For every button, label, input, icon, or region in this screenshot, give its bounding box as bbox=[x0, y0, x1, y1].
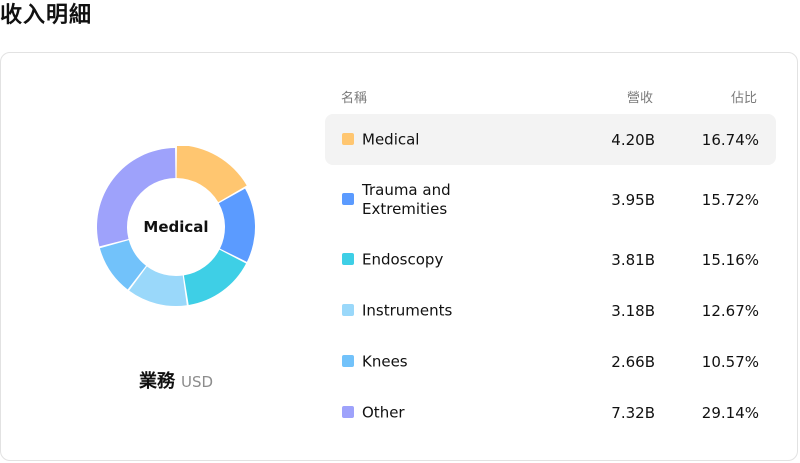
row-share: 10.57% bbox=[701, 352, 759, 371]
row-name: Endoscopy bbox=[362, 250, 444, 268]
row-revenue: 3.95B bbox=[611, 190, 655, 209]
caption-main: 業務 bbox=[138, 371, 175, 392]
caption-unit: USD bbox=[180, 373, 214, 391]
row-revenue: 7.32B bbox=[611, 403, 655, 422]
legend-swatch bbox=[342, 304, 354, 316]
row-share: 15.72% bbox=[701, 190, 759, 209]
row-name: Trauma and Extremities bbox=[362, 180, 451, 218]
donut-segment-endoscopy[interactable] bbox=[183, 249, 247, 305]
table-row[interactable]: Instruments 3.18B 12.67% bbox=[325, 285, 776, 336]
legend-swatch bbox=[342, 406, 354, 418]
legend-swatch bbox=[342, 355, 354, 367]
table-row[interactable]: Other 7.32B 29.14% bbox=[325, 387, 776, 438]
row-share: 12.67% bbox=[701, 301, 759, 320]
row-revenue: 3.18B bbox=[611, 301, 655, 320]
legend-swatch bbox=[342, 193, 354, 205]
row-revenue: 2.66B bbox=[611, 352, 655, 371]
donut-center-label: Medical bbox=[143, 218, 209, 236]
legend-swatch bbox=[342, 133, 354, 145]
row-name: Instruments bbox=[362, 301, 453, 319]
page-title: 收入明細 bbox=[0, 3, 93, 28]
row-revenue: 4.20B bbox=[611, 130, 655, 149]
row-name: Other bbox=[362, 403, 405, 421]
table-row[interactable]: Trauma and Extremities 3.95B 15.72% bbox=[325, 174, 776, 225]
row-share: 15.16% bbox=[701, 250, 759, 269]
donut-segment-medical[interactable] bbox=[176, 146, 247, 203]
legend-swatch bbox=[342, 253, 354, 265]
row-name: Medical bbox=[362, 130, 420, 148]
donut-segment-trauma-and-extremities[interactable] bbox=[218, 188, 255, 262]
donut-svg[interactable] bbox=[95, 146, 257, 308]
table-row[interactable]: Knees 2.66B 10.57% bbox=[325, 336, 776, 387]
donut-segment-knees[interactable] bbox=[99, 240, 147, 290]
header-name: 名稱 bbox=[341, 91, 368, 106]
segment-caption: 業務 USD bbox=[1, 367, 351, 393]
table-row[interactable]: Medical 4.20B 16.74% bbox=[325, 114, 776, 165]
table-row[interactable]: Endoscopy 3.81B 15.16% bbox=[325, 234, 776, 285]
donut-chart[interactable]: Medical bbox=[95, 146, 257, 308]
donut-segment-instruments[interactable] bbox=[129, 266, 187, 306]
revenue-breakdown-card: Medical 業務 USD 名稱 營收 佔比 Medical 4.20B 16.… bbox=[0, 52, 798, 461]
row-revenue: 3.81B bbox=[611, 250, 655, 269]
row-name: Knees bbox=[362, 352, 408, 370]
header-revenue: 營收 bbox=[626, 91, 653, 106]
row-share: 16.74% bbox=[701, 130, 759, 149]
donut-segment-other[interactable] bbox=[96, 148, 176, 247]
row-share: 29.14% bbox=[701, 403, 759, 422]
header-share: 佔比 bbox=[730, 91, 757, 106]
